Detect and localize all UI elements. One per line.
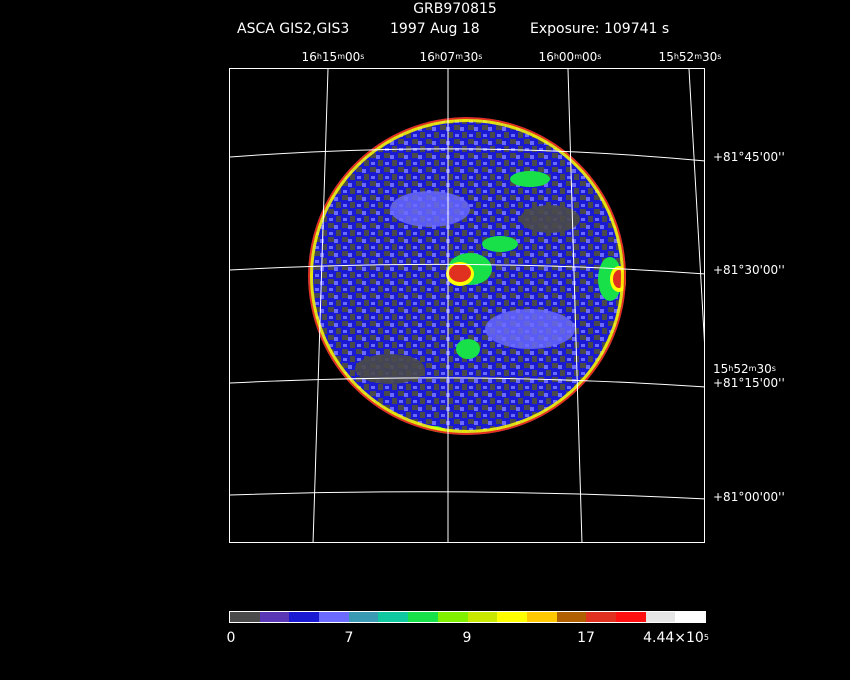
colorbar-label-min: 0 [226, 630, 236, 646]
field-of-view [308, 117, 626, 435]
colorbar-segment [467, 612, 498, 622]
colorbar-segment [556, 612, 587, 622]
image-title: GRB970815 [413, 1, 497, 17]
colorbar-segment [348, 612, 379, 622]
colorbar [229, 611, 706, 623]
xray-image [230, 69, 704, 542]
colorbar-label-4: 17 [577, 630, 595, 646]
colorbar-segment [675, 612, 705, 622]
colorbar-segment [526, 612, 557, 622]
instrument-label: ASCA GIS2,GIS3 [237, 21, 350, 37]
dec-label-1: +81°45'00'' [713, 150, 785, 164]
colorbar-segment [437, 612, 468, 622]
dec-label-4: +81°00'00'' [713, 490, 785, 504]
ra-side-label: 15h52m30s [713, 362, 776, 376]
colorbar-label-max: 4.44×105 [643, 630, 709, 646]
ra-label-2: 16h07m30s [419, 50, 483, 64]
ra-label-3: 16h00m00s [538, 50, 602, 64]
colorbar-segment [497, 612, 527, 622]
colorbar-segment [259, 612, 290, 622]
colorbar-segment [645, 612, 676, 622]
dec-label-3: +81°15'00'' [713, 376, 785, 390]
colorbar-segment [319, 612, 349, 622]
dec-label-2: +81°30'00'' [713, 263, 785, 277]
colorbar-segment [615, 612, 646, 622]
colorbar-segment [586, 612, 616, 622]
colorbar-label-2: 7 [344, 630, 354, 646]
ra-label-1: 16h15m00s [301, 50, 365, 64]
colorbar-label-3: 9 [462, 630, 472, 646]
ra-label-4: 15h52m30s [658, 50, 722, 64]
exposure-label: Exposure: 109741 s [530, 21, 670, 37]
coordinate-grid [230, 69, 704, 542]
colorbar-segment [378, 612, 409, 622]
date-label: 1997 Aug 18 [390, 21, 480, 37]
colorbar-segment [289, 612, 320, 622]
colorbar-segment [408, 612, 438, 622]
colorbar-segment [230, 612, 260, 622]
xray-image-panel [229, 68, 705, 543]
